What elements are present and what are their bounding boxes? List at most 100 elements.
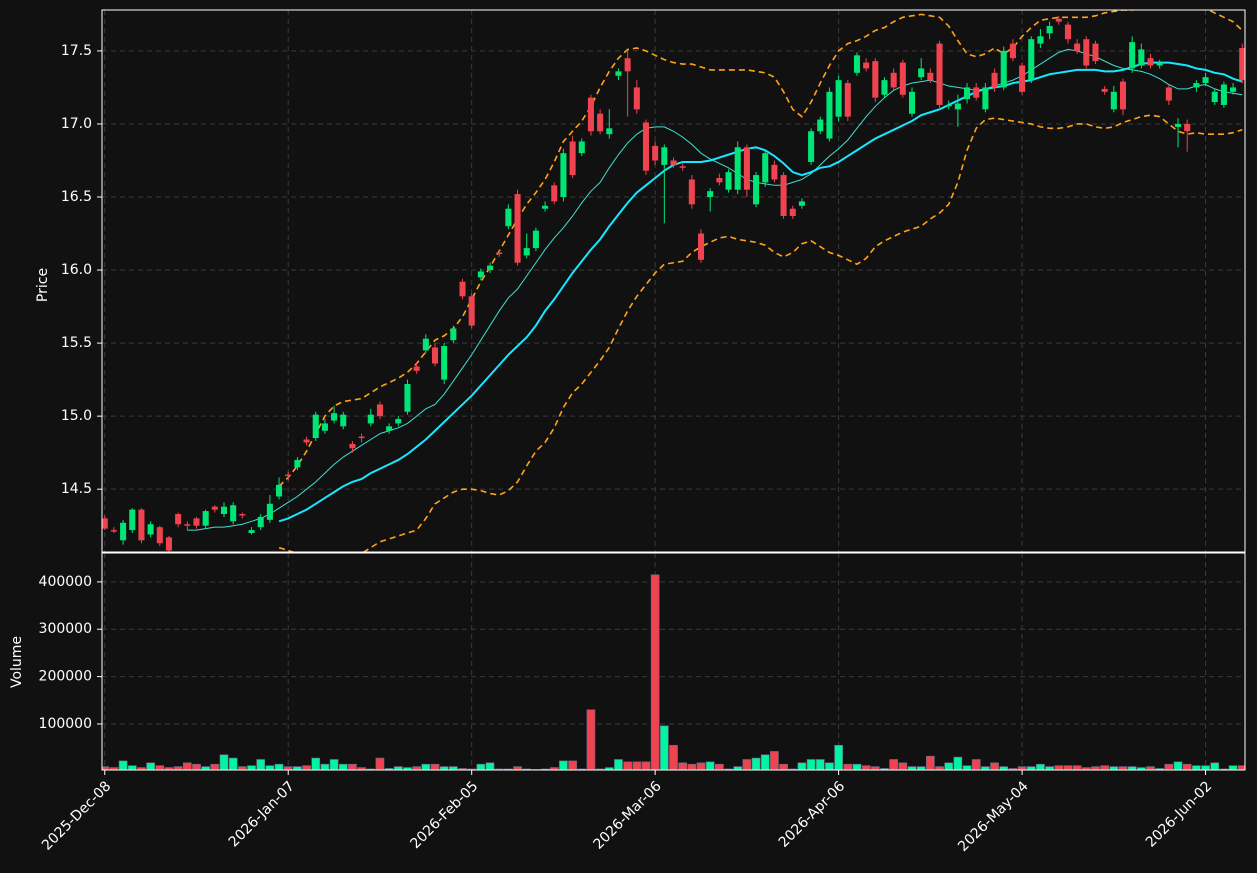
- volume-bar: [852, 763, 862, 770]
- candle-body: [276, 484, 283, 497]
- candle-body: [881, 80, 888, 95]
- candle-body: [835, 80, 842, 117]
- candle-body: [908, 91, 916, 114]
- volume-bar: [1210, 762, 1220, 770]
- candle-body: [450, 328, 457, 341]
- volume-bar: [1072, 765, 1082, 770]
- candle-body: [1083, 39, 1090, 66]
- candle-body: [367, 414, 374, 424]
- volume-bar: [1228, 765, 1238, 770]
- volume-bar: [274, 763, 284, 770]
- volume-bar: [650, 574, 660, 770]
- candle-body: [964, 87, 971, 100]
- y-tick-label: 17.0: [61, 116, 92, 132]
- volume-bar: [118, 760, 128, 770]
- candle-body: [1230, 87, 1237, 92]
- candle-body: [1147, 58, 1154, 66]
- volume-bar: [1036, 763, 1045, 770]
- candle-body: [606, 128, 613, 135]
- candle-body: [266, 503, 273, 520]
- volume-bar: [797, 762, 807, 770]
- candle-body: [1101, 88, 1108, 92]
- y-tick-label: 15.5: [61, 335, 92, 351]
- volume-bar: [449, 766, 458, 770]
- candle-body: [771, 164, 778, 180]
- volume-bar: [861, 765, 871, 770]
- candle-body: [303, 439, 310, 443]
- volume-bar: [219, 754, 229, 770]
- candle-body: [716, 178, 723, 183]
- volume-bar: [953, 756, 963, 770]
- candle-body: [872, 61, 879, 98]
- volume-bar: [1192, 765, 1201, 770]
- volume-bar: [898, 762, 908, 770]
- candle-body: [294, 459, 301, 468]
- volume-bar: [338, 763, 348, 770]
- volume-bar: [348, 763, 357, 770]
- candle-body: [1211, 91, 1218, 103]
- candle-body: [1129, 42, 1136, 69]
- candle-body: [110, 530, 117, 532]
- candle-body: [762, 153, 769, 183]
- candle-body: [184, 524, 191, 526]
- candle-body: [615, 71, 622, 76]
- candle-body: [1037, 36, 1044, 44]
- candle-body: [1156, 62, 1163, 66]
- volume-bar: [870, 766, 880, 770]
- volume-bar: [962, 765, 972, 770]
- candle-body: [211, 506, 218, 510]
- candle-body: [175, 514, 182, 525]
- y-axis-title: Volume: [9, 636, 25, 688]
- candle-body: [679, 166, 686, 168]
- volume-frame: [101, 552, 1246, 771]
- candle-body: [193, 518, 200, 526]
- volume-bar: [669, 744, 678, 770]
- candle-body: [670, 160, 677, 165]
- volume-bar: [779, 763, 788, 770]
- candle-body: [853, 55, 860, 73]
- candle-body: [1165, 87, 1172, 101]
- y-axis-title: Price: [35, 268, 51, 302]
- candle-body: [780, 175, 787, 216]
- candle-body: [220, 506, 228, 515]
- candle-body: [1064, 24, 1071, 40]
- candle-body: [624, 58, 631, 72]
- volume-bar: [210, 763, 220, 770]
- volume-bar: [935, 766, 944, 770]
- price-grid: [102, 10, 1245, 552]
- volume-bar: [1026, 766, 1036, 770]
- candle-body: [753, 175, 760, 205]
- candle-body: [982, 87, 989, 110]
- volume-bar: [1201, 765, 1210, 770]
- candle-body: [743, 147, 750, 190]
- candle-body: [1074, 43, 1081, 51]
- candle-body: [1119, 81, 1127, 110]
- volume-bar: [256, 759, 266, 770]
- candle-body: [808, 131, 815, 162]
- volume-bar: [1127, 766, 1137, 770]
- candle-body: [1046, 26, 1053, 34]
- volume-bar: [751, 757, 761, 770]
- volume-bar: [1173, 761, 1183, 770]
- volume-bar: [843, 763, 853, 770]
- candle-body: [1138, 49, 1145, 66]
- candle-body: [789, 208, 796, 216]
- candle-body: [973, 87, 980, 98]
- candle-body: [1019, 65, 1026, 92]
- volume-bar: [102, 766, 110, 770]
- candle-body: [826, 91, 833, 139]
- y-tick-label: 15.0: [61, 408, 92, 424]
- volume-bar: [476, 763, 486, 770]
- candle-body: [202, 511, 209, 526]
- candle-body: [386, 426, 393, 431]
- volume-bar: [412, 766, 421, 770]
- candle-body: [422, 338, 429, 351]
- candle-body: [688, 179, 695, 205]
- candle-body: [1092, 43, 1099, 62]
- candle-body: [1055, 18, 1062, 22]
- candle-body: [441, 346, 448, 380]
- volume-bar: [981, 766, 990, 770]
- candle-body: [239, 514, 246, 516]
